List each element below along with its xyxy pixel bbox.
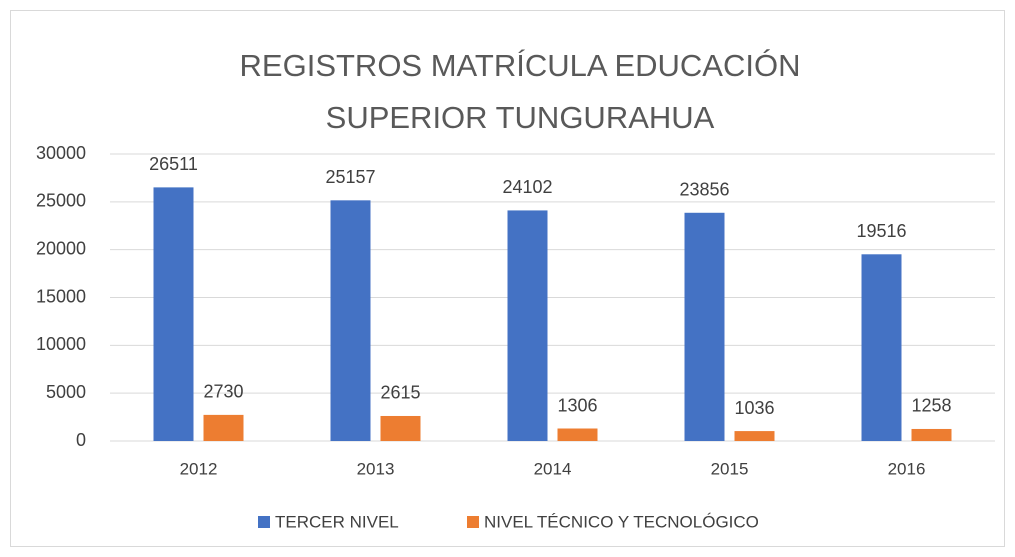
bar (203, 414, 244, 441)
data-label: 1258 (911, 396, 951, 416)
legend-label: TERCER NIVEL (275, 512, 399, 531)
x-tick-label: 2013 (357, 459, 395, 478)
x-tick-label: 2015 (711, 459, 749, 478)
y-tick-label: 15000 (36, 286, 86, 306)
chart-title: REGISTROS MATRÍCULA EDUCACIÓN SUPERIOR T… (239, 48, 801, 135)
legend-label: NIVEL TÉCNICO Y TECNOLÓGICO (484, 512, 759, 531)
data-label: 23856 (679, 180, 729, 200)
bar (507, 210, 548, 441)
data-label: 2730 (203, 382, 243, 402)
x-tick-label: 2016 (888, 459, 926, 478)
legend-swatch (467, 516, 479, 528)
data-label: 24102 (502, 177, 552, 197)
data-label: 19516 (856, 221, 906, 241)
bar (911, 428, 952, 441)
bar (380, 415, 421, 441)
bar (861, 254, 902, 441)
y-tick-label: 20000 (36, 238, 86, 258)
data-label: 1306 (557, 395, 597, 415)
data-label: 1036 (734, 398, 774, 418)
bar (153, 187, 194, 441)
y-tick-label: 10000 (36, 334, 86, 354)
y-tick-label: 5000 (46, 382, 86, 402)
x-tick-label: 2012 (180, 459, 218, 478)
bar (684, 212, 725, 441)
bar (557, 428, 598, 441)
data-label: 26511 (149, 154, 198, 174)
bar (734, 431, 775, 441)
legend-swatch (258, 516, 270, 528)
data-label: 2615 (380, 383, 420, 403)
x-tick-label: 2014 (534, 459, 572, 478)
y-tick-label: 0 (76, 430, 86, 450)
y-tick-label: 30000 (36, 143, 86, 163)
bar (330, 200, 371, 441)
data-label: 25157 (325, 167, 375, 187)
y-tick-label: 25000 (36, 191, 86, 211)
